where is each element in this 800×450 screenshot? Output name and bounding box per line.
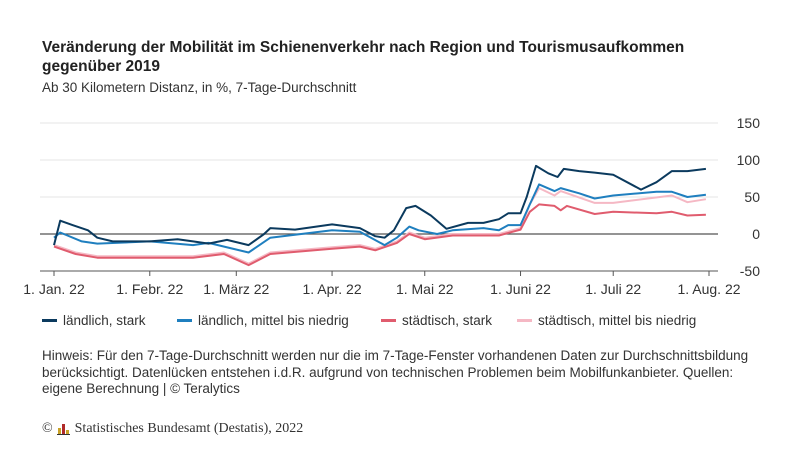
- x-tick-label: 1. Juli 22: [585, 281, 641, 297]
- y-tick-label: 100: [737, 152, 761, 168]
- series-line-3: [53, 187, 707, 265]
- source-text: Statistisches Bundesamt (Destatis), 2022: [74, 421, 304, 436]
- copyright-symbol: ©: [42, 421, 53, 436]
- y-tick-label: 0: [752, 226, 760, 242]
- source-footer: © Statistisches Bundesamt (Destatis), 20…: [42, 421, 303, 437]
- legend-swatch: [381, 319, 396, 322]
- chart-subtitle: Ab 30 Kilometern Distanz, in %, 7-Tage-D…: [42, 80, 357, 95]
- legend-swatch: [177, 319, 192, 322]
- legend-swatch: [42, 319, 57, 322]
- series-line-0: [53, 164, 707, 247]
- x-tick-label: 1. Jan. 22: [23, 281, 85, 297]
- legend-item-laendlich-mittel: ländlich, mittel bis niedrig: [177, 313, 349, 328]
- legend-item-staedtisch-stark: städtisch, stark: [381, 313, 492, 328]
- series-line-1: [53, 183, 707, 254]
- legend-item-laendlich-stark: ländlich, stark: [42, 313, 146, 328]
- y-tick-label: 50: [744, 189, 760, 205]
- line-chart: 150 100 50 0 -50 1. Jan. 22 1. Febr. 22 1. März…: [23, 115, 761, 297]
- x-tick-label: 1. Juni 22: [490, 281, 551, 297]
- series-line-2: [53, 203, 706, 267]
- y-tick-label: -50: [740, 263, 760, 279]
- x-tick-label: 1. Mai 22: [396, 281, 454, 297]
- x-tick-label: 1. März 22: [203, 281, 269, 297]
- destatis-logo-icon: [56, 424, 70, 435]
- x-tick-label: 1. Febr. 22: [116, 281, 183, 297]
- legend-swatch: [517, 319, 532, 322]
- x-tick-label: 1. Apr. 22: [302, 281, 361, 297]
- x-tick-label: 1. Aug. 22: [677, 281, 740, 297]
- legend-label: ländlich, mittel bis niedrig: [198, 313, 349, 328]
- footnote: Hinweis: Für den 7-Tage-Durchschnitt wer…: [42, 348, 749, 396]
- chart-title: Veränderung der Mobilität im Schienenver…: [42, 39, 685, 75]
- legend-label: städtisch, mittel bis niedrig: [538, 313, 697, 328]
- legend-label: ländlich, stark: [63, 313, 146, 328]
- legend-item-staedtisch-mittel: städtisch, mittel bis niedrig: [517, 313, 696, 328]
- y-tick-label: 150: [737, 115, 761, 131]
- legend-label: städtisch, stark: [402, 313, 493, 328]
